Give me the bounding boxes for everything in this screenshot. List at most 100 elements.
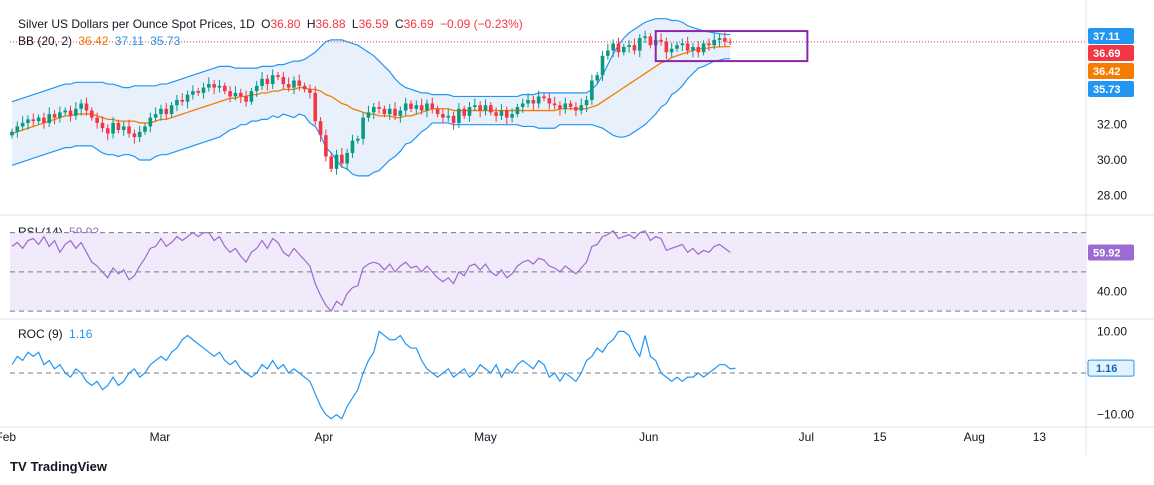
candle[interactable] — [318, 117, 323, 142]
candle[interactable] — [127, 119, 131, 138]
candle[interactable] — [228, 86, 232, 103]
candle[interactable] — [457, 102, 461, 128]
candle[interactable] — [478, 101, 482, 118]
candle[interactable] — [595, 72, 599, 84]
candle[interactable] — [685, 36, 690, 55]
candle[interactable] — [377, 101, 381, 114]
candle[interactable] — [95, 112, 99, 129]
candle[interactable] — [10, 128, 14, 139]
candle[interactable] — [414, 100, 419, 115]
candle[interactable] — [175, 95, 179, 112]
candle[interactable] — [254, 80, 259, 97]
candle[interactable] — [20, 116, 25, 131]
candle[interactable] — [515, 103, 520, 118]
candle[interactable] — [627, 40, 631, 53]
candle[interactable] — [531, 95, 536, 111]
candle[interactable] — [568, 100, 573, 111]
candle[interactable] — [441, 109, 445, 124]
candle[interactable] — [366, 105, 371, 122]
candle[interactable] — [90, 107, 94, 121]
candle[interactable] — [382, 105, 387, 118]
candle[interactable] — [675, 42, 679, 52]
candle[interactable] — [558, 101, 562, 116]
candle[interactable] — [371, 102, 376, 120]
candle[interactable] — [542, 93, 546, 102]
candle[interactable] — [137, 125, 142, 142]
candle[interactable] — [473, 98, 477, 112]
candle[interactable] — [100, 116, 105, 133]
candle[interactable] — [462, 105, 466, 120]
candle[interactable] — [105, 124, 110, 141]
candle[interactable] — [302, 82, 307, 93]
candle[interactable] — [276, 72, 280, 81]
candle[interactable] — [196, 87, 200, 97]
candle[interactable] — [643, 30, 647, 44]
candle[interactable] — [58, 106, 62, 123]
candle[interactable] — [143, 123, 147, 135]
candle[interactable] — [329, 153, 333, 173]
candle[interactable] — [84, 97, 89, 116]
roc-line[interactable] — [11, 330, 736, 420]
candle[interactable] — [446, 109, 451, 122]
candle[interactable] — [286, 77, 291, 92]
candle[interactable] — [489, 102, 493, 116]
candle[interactable] — [121, 121, 126, 136]
candle[interactable] — [31, 113, 36, 127]
candle[interactable] — [451, 111, 456, 130]
candle[interactable] — [547, 93, 552, 110]
candle[interactable] — [536, 90, 541, 109]
candle[interactable] — [664, 37, 669, 59]
bb-basis-line[interactable] — [11, 45, 731, 135]
candle[interactable] — [723, 32, 727, 47]
candle[interactable] — [712, 33, 717, 50]
candle[interactable] — [467, 102, 472, 122]
candle[interactable] — [563, 97, 568, 114]
candle[interactable] — [265, 74, 270, 91]
price-pane[interactable] — [10, 18, 1086, 177]
candle[interactable] — [387, 103, 392, 120]
candle[interactable] — [350, 134, 355, 158]
candle[interactable] — [217, 79, 222, 93]
candle[interactable] — [79, 99, 83, 116]
roc-pane[interactable] — [10, 330, 1086, 420]
candle[interactable] — [504, 106, 509, 125]
candle[interactable] — [356, 135, 360, 144]
candle[interactable] — [164, 102, 169, 120]
candle[interactable] — [345, 148, 349, 171]
candle[interactable] — [584, 95, 589, 112]
candle[interactable] — [47, 107, 52, 127]
candle[interactable] — [499, 103, 504, 120]
candle[interactable] — [483, 99, 488, 116]
candle[interactable] — [520, 98, 525, 113]
candle[interactable] — [334, 149, 339, 175]
candle[interactable] — [691, 42, 695, 58]
candle[interactable] — [680, 38, 685, 52]
candle[interactable] — [116, 119, 121, 134]
candle[interactable] — [361, 112, 365, 145]
candle[interactable] — [212, 79, 216, 95]
candle[interactable] — [233, 86, 238, 101]
candle[interactable] — [590, 74, 594, 105]
candle[interactable] — [260, 72, 264, 90]
candle[interactable] — [191, 85, 195, 100]
candle[interactable] — [148, 112, 153, 133]
candle[interactable] — [430, 97, 435, 114]
candle[interactable] — [52, 110, 57, 125]
candle[interactable] — [26, 115, 30, 130]
candle[interactable] — [403, 97, 408, 116]
candle[interactable] — [281, 72, 286, 90]
candle[interactable] — [419, 98, 424, 115]
candle[interactable] — [398, 106, 403, 123]
candle[interactable] — [728, 38, 732, 46]
candle[interactable] — [249, 87, 254, 105]
candle[interactable] — [324, 129, 328, 162]
candle[interactable] — [15, 121, 20, 138]
candle[interactable] — [74, 102, 78, 120]
candle[interactable] — [435, 105, 440, 118]
candle[interactable] — [701, 40, 706, 56]
candle[interactable] — [68, 105, 73, 122]
candle[interactable] — [494, 107, 498, 122]
candle[interactable] — [201, 82, 206, 99]
candle[interactable] — [313, 86, 318, 126]
